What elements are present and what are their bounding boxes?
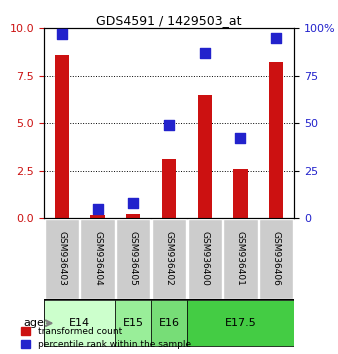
Point [273,35,279,41]
Text: GSM936405: GSM936405 [129,232,138,286]
FancyBboxPatch shape [259,219,293,299]
FancyBboxPatch shape [187,301,294,346]
Text: GSM936402: GSM936402 [165,232,173,286]
Point [166,122,172,128]
FancyBboxPatch shape [80,219,115,299]
Text: E15: E15 [123,318,144,328]
FancyBboxPatch shape [116,219,150,299]
FancyBboxPatch shape [152,219,186,299]
Bar [126,214,140,218]
FancyBboxPatch shape [44,299,294,347]
Bar [162,159,176,218]
FancyBboxPatch shape [151,301,187,346]
Text: E16: E16 [159,318,179,328]
FancyBboxPatch shape [45,219,79,299]
Bar [90,215,105,218]
FancyBboxPatch shape [223,219,258,299]
Bar [233,169,248,218]
Point [202,50,208,56]
Point [95,206,100,211]
Text: GSM936406: GSM936406 [272,232,281,286]
Point [238,136,243,141]
Text: GSM936400: GSM936400 [200,232,209,286]
FancyBboxPatch shape [115,301,151,346]
Text: GSM936401: GSM936401 [236,232,245,286]
Point [130,200,136,206]
Bar [55,55,69,218]
Text: E14: E14 [69,318,90,328]
Bar [198,95,212,218]
FancyBboxPatch shape [44,301,115,346]
Text: GSM936403: GSM936403 [57,232,66,286]
Text: GSM936404: GSM936404 [93,232,102,286]
FancyBboxPatch shape [188,219,222,299]
Text: age: age [23,318,44,328]
Point [59,31,65,37]
Legend: transformed count, percentile rank within the sample: transformed count, percentile rank withi… [21,327,191,349]
Title: GDS4591 / 1429503_at: GDS4591 / 1429503_at [96,14,242,27]
Text: E17.5: E17.5 [224,318,256,328]
Bar [269,63,283,218]
